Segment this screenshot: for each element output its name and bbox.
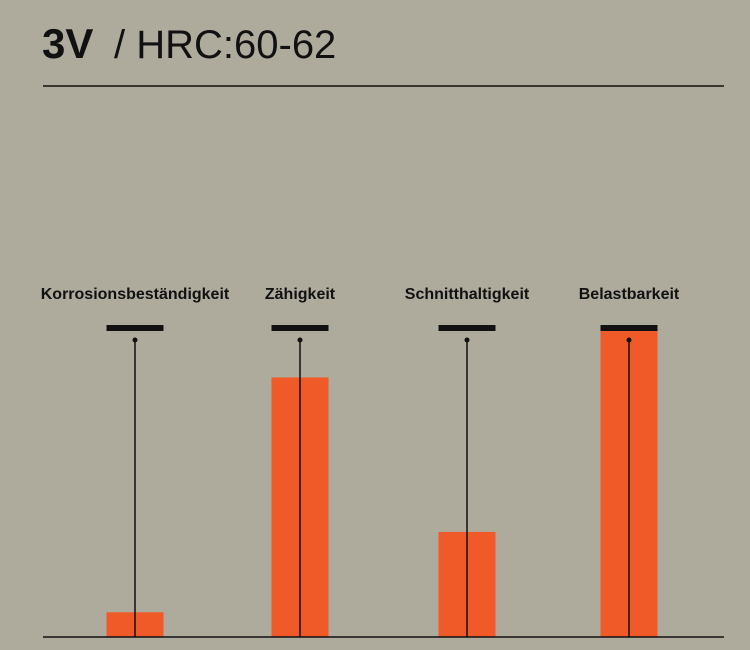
stem-dot xyxy=(297,337,303,343)
chart-subtitle: / HRC:60-62 xyxy=(114,23,336,67)
category-label: Schnitthaltigkeit xyxy=(405,286,530,303)
stem-dot xyxy=(132,337,138,343)
max-marker xyxy=(600,325,658,331)
max-marker xyxy=(106,325,164,331)
chart-title: 3V xyxy=(42,20,93,67)
category-label: Korrosionsbeständigkeit xyxy=(41,286,230,303)
stem-dot xyxy=(464,337,470,343)
max-marker xyxy=(271,325,329,331)
max-marker xyxy=(438,325,496,331)
stem-dot xyxy=(626,337,632,343)
category-label: Zähigkeit xyxy=(265,286,336,303)
category-label: Belastbarkeit xyxy=(579,286,680,303)
